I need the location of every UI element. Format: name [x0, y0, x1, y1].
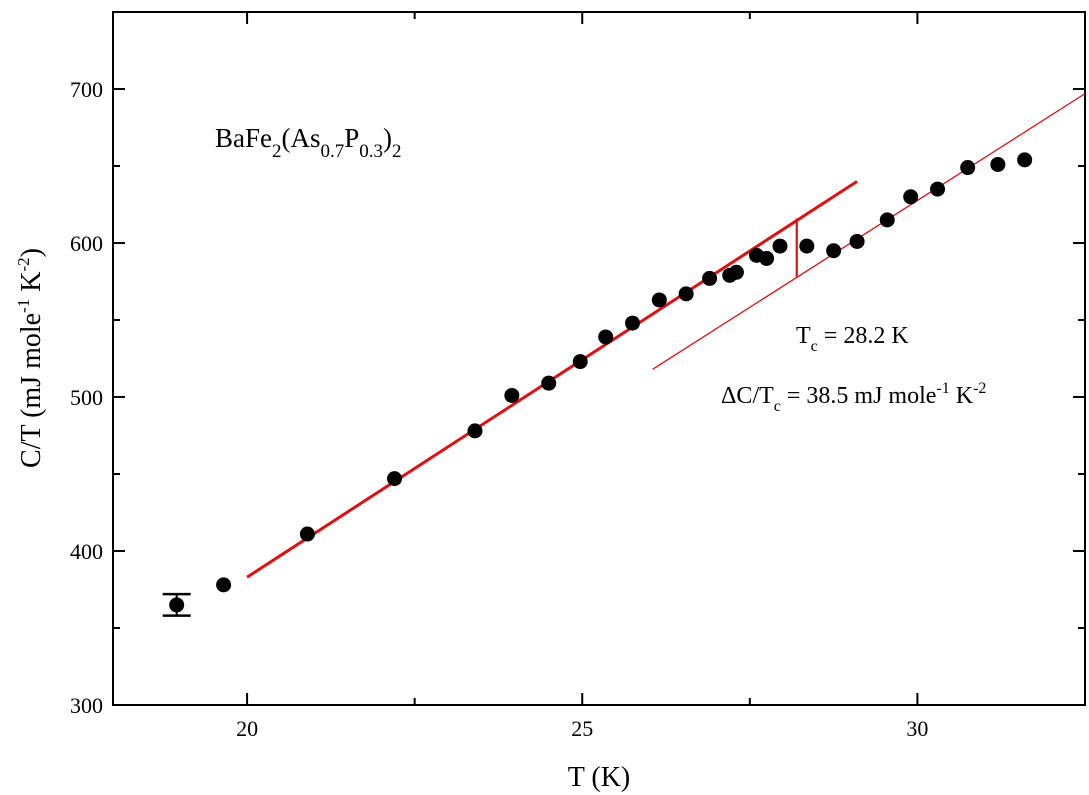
- axis-ticks: 20 25 30 300 400 500 600 700: [70, 12, 1085, 741]
- data-point: [799, 238, 815, 254]
- y-tick-label: 600: [70, 231, 103, 256]
- superconducting-fit-line: [652, 93, 1086, 370]
- data-point: [387, 471, 403, 487]
- data-point: [572, 354, 588, 370]
- fit-lines: [246, 93, 1086, 579]
- x-tick-label: 20: [236, 716, 258, 741]
- data-point: [728, 264, 744, 280]
- error-bar-point: [169, 597, 185, 613]
- data-point: [879, 212, 895, 228]
- data-point: [759, 250, 775, 266]
- y-tick-label: 300: [70, 693, 103, 718]
- data-point: [772, 238, 788, 254]
- data-point: [849, 233, 865, 249]
- y-tick-label: 500: [70, 385, 103, 410]
- data-point: [625, 315, 641, 331]
- x-axis-label: T (K): [568, 762, 630, 793]
- compound-formula: BaFe2(As0.7P0.3)2: [215, 123, 402, 162]
- data-point: [826, 243, 842, 259]
- y-tick-label: 400: [70, 539, 103, 564]
- delta-c-annotation: ΔC/Tc = 38.5 mJ mole-1 K-2: [721, 380, 986, 415]
- data-point: [702, 270, 718, 286]
- data-point: [216, 577, 232, 593]
- y-axis-label: C/T (mJ mole-1 K-2): [14, 248, 47, 468]
- y-tick-label: 700: [70, 77, 103, 102]
- data-point: [1017, 152, 1033, 168]
- plot-frame: [112, 11, 1086, 706]
- data-point: [960, 160, 976, 176]
- data-point: [990, 156, 1006, 172]
- data-point: [541, 375, 557, 391]
- data-points: [216, 152, 1033, 593]
- data-point: [651, 292, 667, 308]
- data-point: [467, 423, 483, 439]
- data-point: [903, 189, 919, 205]
- data-point: [504, 387, 520, 403]
- data-point: [678, 286, 694, 302]
- data-point: [930, 181, 946, 197]
- x-tick-label: 25: [571, 716, 593, 741]
- tc-annotation: Tc = 28.2 K: [796, 323, 909, 355]
- data-point: [598, 329, 614, 345]
- data-point: [299, 526, 315, 542]
- x-tick-label: 30: [906, 716, 928, 741]
- error-bar-marker: [162, 592, 191, 617]
